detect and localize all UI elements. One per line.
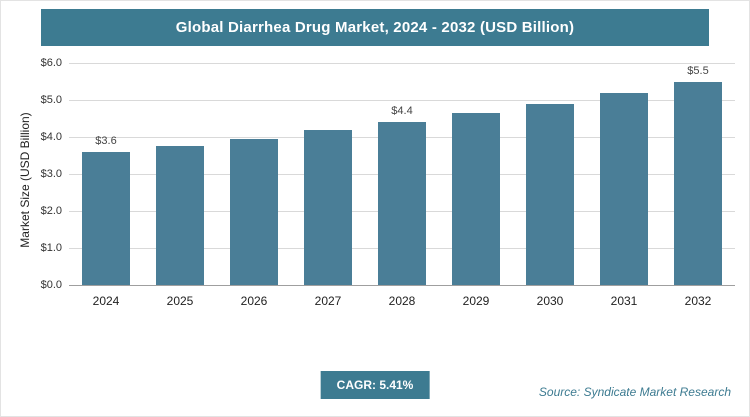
column-2026: 2026 (217, 63, 291, 308)
x-label-2025: 2025 (166, 294, 194, 308)
column-2025: 2025 (143, 63, 217, 308)
bar-2026 (230, 138, 278, 285)
bar-area-2030 (513, 63, 587, 285)
bar-area-2026 (217, 63, 291, 285)
x-label-2028: 2028 (388, 294, 416, 308)
x-label-2030: 2030 (536, 294, 564, 308)
bar-2032 (674, 81, 722, 285)
gridline-0 (69, 285, 735, 286)
column-2028: $4.4 2028 (365, 63, 439, 308)
y-axis-label: Market Size (USD Billion) (18, 112, 32, 248)
y-tick-label-2: $2.0 (40, 205, 62, 217)
bar-area-2027 (291, 63, 365, 285)
bar-area-2025 (143, 63, 217, 285)
bar-2025 (156, 146, 204, 285)
chart-area: Market Size (USD Billion) $0.0 $1.0 $2.0 $3… (1, 57, 749, 308)
bar-2028 (378, 122, 426, 285)
cagr-badge: CAGR: 5.41% (320, 371, 430, 399)
column-2027: 2027 (291, 63, 365, 308)
x-label-2026: 2026 (240, 294, 268, 308)
y-tick-label-6: $6.0 (40, 57, 62, 69)
bar-area-2029 (439, 63, 513, 285)
value-label-2032: $5.5 (687, 64, 709, 77)
source-note: Source: Syndicate Market Research (538, 385, 731, 399)
cagr-label: CAGR: 5.41% (336, 378, 414, 392)
value-label-2028: $4.4 (391, 105, 413, 118)
value-label-2024: $3.6 (95, 134, 117, 147)
bar-area-2031 (587, 63, 661, 285)
gridline-6 (69, 63, 735, 64)
chart-title-bar: Global Diarrhea Drug Market, 2024 - 2032… (41, 9, 709, 46)
x-label-2031: 2031 (610, 294, 638, 308)
y-tick-label-5: $5.0 (40, 94, 62, 106)
bar-2024 (82, 151, 130, 285)
column-2029: 2029 (439, 63, 513, 308)
bar-2027 (304, 129, 352, 285)
bar-area-2028: $4.4 (365, 63, 439, 285)
y-tick-label-1: $1.0 (40, 242, 62, 254)
bar-2031 (600, 92, 648, 285)
plot-region: $0.0 $1.0 $2.0 $3.0 $4.0 $5.0 $6.0 $3.6 2024 202… (41, 57, 735, 308)
bar-area-2032: $5.5 (661, 63, 735, 285)
bars-container: $3.6 2024 2025 2026 2027 $4.4 2028 2029 2030 2031… (69, 63, 735, 308)
x-label-2027: 2027 (314, 294, 342, 308)
column-2031: 2031 (587, 63, 661, 308)
column-2032: $5.5 2032 (661, 63, 735, 308)
y-tick-label-0: $0.0 (40, 279, 62, 291)
gridline-5 (69, 100, 735, 101)
y-tick-label-4: $4.0 (40, 131, 62, 143)
x-label-2024: 2024 (92, 294, 120, 308)
column-2024: $3.6 2024 (69, 63, 143, 308)
x-label-2029: 2029 (462, 294, 490, 308)
chart-title: Global Diarrhea Drug Market, 2024 - 2032… (175, 19, 575, 36)
bar-2029 (452, 112, 500, 285)
bar-2030 (526, 103, 574, 285)
y-tick-label-3: $3.0 (40, 168, 62, 180)
bar-area-2024: $3.6 (69, 63, 143, 285)
x-label-2032: 2032 (684, 294, 712, 308)
column-2030: 2030 (513, 63, 587, 308)
